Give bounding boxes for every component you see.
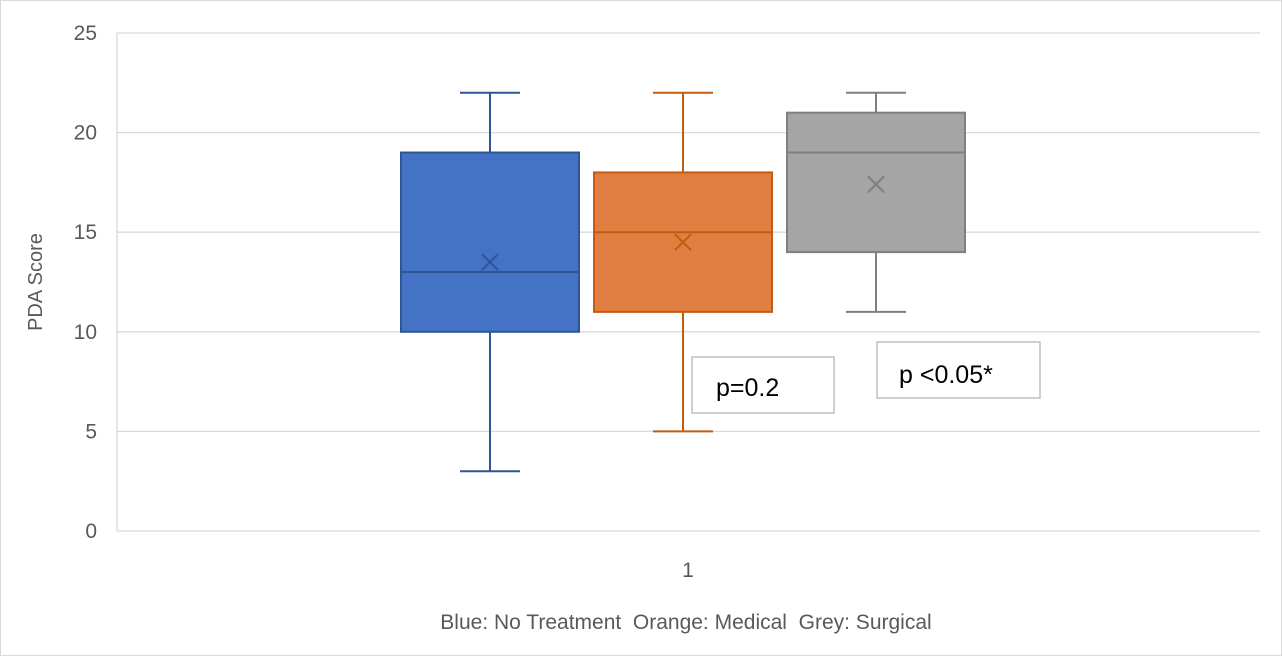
annotation-p-value-surgical: p <0.05* <box>876 341 1041 399</box>
box-series <box>400 91 966 473</box>
mean-marker <box>867 175 885 194</box>
y-tick-label: 10 <box>74 321 97 344</box>
x-axis-label: Blue: No Treatment Orange: Medical Grey:… <box>440 611 931 634</box>
y-tick-label: 0 <box>85 520 97 543</box>
box-iqr <box>400 151 580 333</box>
box-3 <box>786 91 966 313</box>
mean-marker <box>674 233 692 251</box>
annotation-p-value-medical: p=0.2 <box>691 356 835 414</box>
y-tick-label: 25 <box>74 22 97 45</box>
box-1 <box>400 91 580 473</box>
box-iqr <box>786 111 966 254</box>
box-2 <box>593 91 773 433</box>
y-tick-label: 5 <box>85 420 97 443</box>
y-axis-ticks: 0 5 10 15 20 25 <box>74 22 97 543</box>
y-tick-label: 15 <box>74 221 97 244</box>
y-axis-label: PDA Score <box>25 233 47 331</box>
mean-marker <box>481 253 499 271</box>
annotation-text: p=0.2 <box>716 374 779 402</box>
gridlines <box>116 32 1260 532</box>
annotation-text: p <0.05* <box>899 361 993 389</box>
x-tick-label: 1 <box>682 559 694 582</box>
y-tick-label: 20 <box>74 122 97 145</box>
